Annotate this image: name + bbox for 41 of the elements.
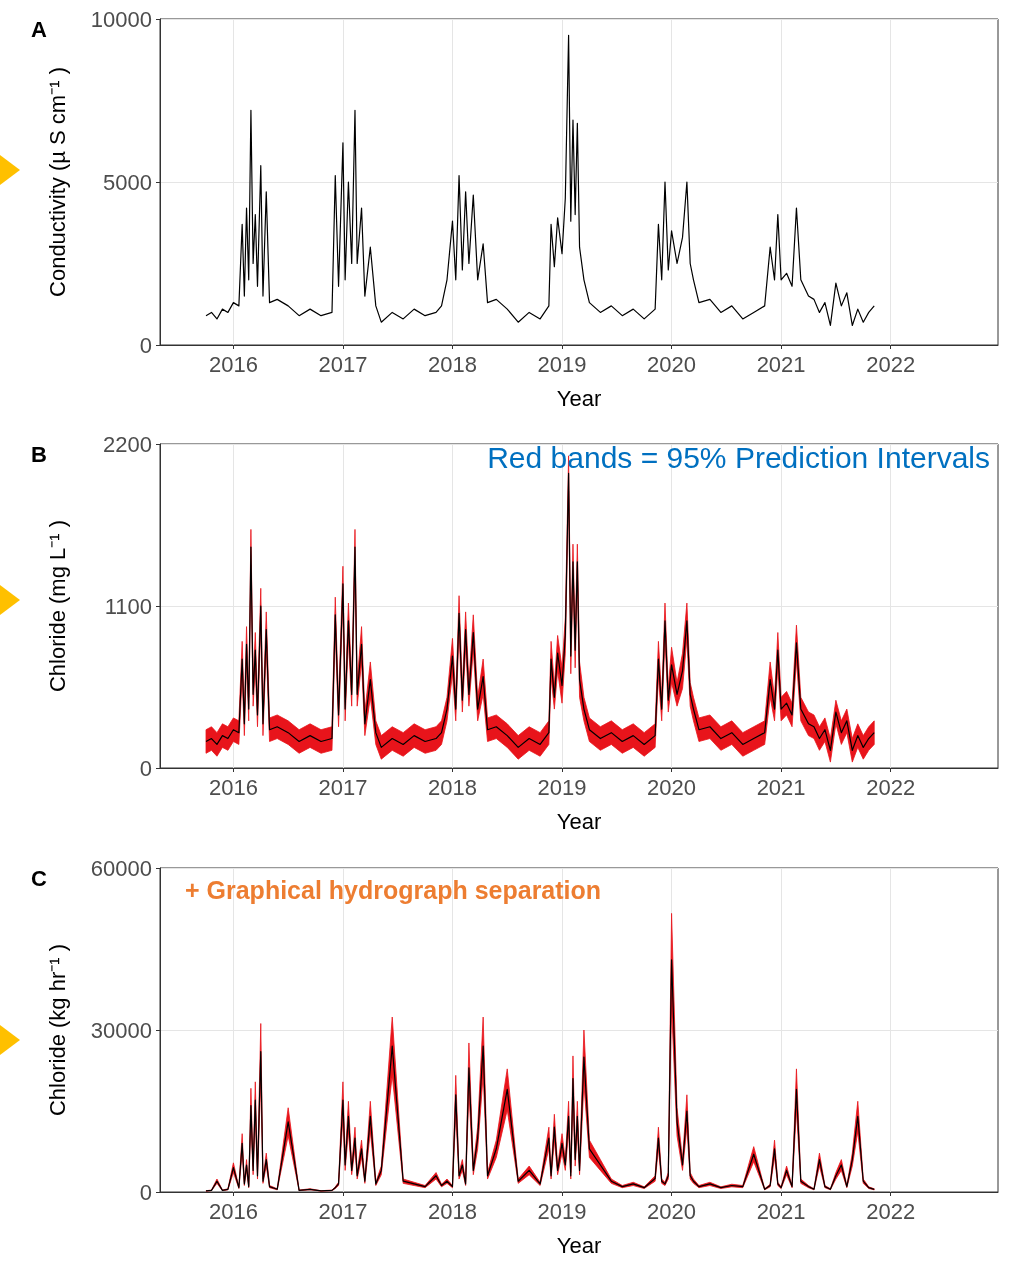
y-axis-title: Chloride (mg L⁻¹ ) <box>44 519 70 693</box>
x-axis-title: Year <box>556 385 602 411</box>
y-axis-title: Chloride (kg hr⁻¹ ) <box>44 943 70 1117</box>
x-tick-label: 2016 <box>208 1198 258 1224</box>
y-tick-label: 0 <box>139 1179 152 1205</box>
chart-title: C <box>31 865 47 891</box>
y-axis-title: Conductivity (µ S cm⁻¹ ) <box>44 67 70 297</box>
x-tick-label: 2020 <box>647 351 697 377</box>
y-tick-label: 2200 <box>103 431 152 457</box>
x-tick-label: 2018 <box>428 351 477 377</box>
x-axis-title: Year <box>556 808 602 834</box>
x-tick-label: 2021 <box>756 351 806 377</box>
y-tick-label: 0 <box>139 755 152 781</box>
x-tick-label: 2017 <box>318 774 368 800</box>
annotation: Red bands = 95% Prediction Intervals <box>487 440 990 474</box>
x-tick-label: 2021 <box>756 774 806 800</box>
y-tick-label: 5000 <box>103 169 152 195</box>
y-tick-label: 0 <box>139 332 152 358</box>
y-tick-label: 30000 <box>90 1017 152 1043</box>
chart-title: A <box>31 16 47 42</box>
x-tick-label: 2020 <box>647 774 697 800</box>
x-tick-label: 2020 <box>647 1198 697 1224</box>
y-tick-label: 1100 <box>104 593 152 619</box>
chart-title: B <box>31 441 47 467</box>
x-tick-label: 2021 <box>756 1198 806 1224</box>
annotation: + Graphical hydrograph separation <box>185 875 602 904</box>
x-tick-label: 2017 <box>318 1198 368 1224</box>
x-tick-label: 2019 <box>537 351 587 377</box>
x-tick-label: 2017 <box>318 351 368 377</box>
x-tick-label: 2022 <box>866 774 916 800</box>
x-tick-label: 2016 <box>208 351 258 377</box>
x-axis-title: Year <box>556 1232 602 1258</box>
y-tick-label: 10000 <box>90 6 152 32</box>
x-tick-label: 2016 <box>208 774 258 800</box>
x-tick-label: 2018 <box>428 1198 477 1224</box>
x-tick-label: 2019 <box>537 1198 587 1224</box>
y-tick-label: 60000 <box>90 855 152 881</box>
x-tick-label: 2022 <box>866 351 916 377</box>
x-tick-label: 2022 <box>866 1198 916 1224</box>
x-tick-label: 2019 <box>537 774 587 800</box>
x-tick-label: 2018 <box>428 774 477 800</box>
